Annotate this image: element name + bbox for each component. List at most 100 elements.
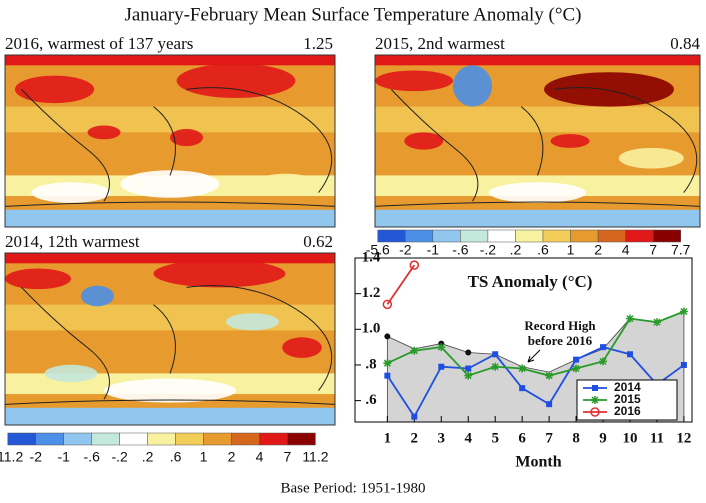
- point: [519, 385, 526, 392]
- colorbar-swatch: [63, 432, 92, 446]
- point: [599, 357, 608, 366]
- x-tick-label: 3: [438, 430, 446, 446]
- colorbar-label: -.6: [84, 449, 101, 465]
- colorbar-label: 7: [649, 242, 657, 258]
- colorbar-label: -5.6: [366, 242, 390, 258]
- colorbar-label: .2: [510, 242, 522, 258]
- map-anomaly: [488, 182, 587, 203]
- record-high-point: [465, 349, 472, 356]
- map-polar: [375, 55, 700, 66]
- point: [409, 260, 420, 270]
- point: [465, 365, 472, 372]
- colorbar-swatch: [147, 432, 176, 446]
- point: [382, 299, 393, 310]
- map-polar: [375, 209, 700, 227]
- map-anomaly: [104, 378, 236, 403]
- point: [625, 314, 634, 323]
- x-tick-label: 12: [676, 430, 691, 446]
- colorbar-swatch: [570, 229, 599, 243]
- series-line: [386, 310, 685, 377]
- point: [383, 359, 392, 368]
- colorbar-swatch: [377, 229, 406, 243]
- point: [384, 372, 391, 379]
- map-anomaly: [544, 72, 674, 107]
- map-label: 2015, 2nd warmest: [375, 34, 505, 53]
- legend-marker: [590, 407, 600, 417]
- map-band: [5, 106, 335, 133]
- map-anomaly: [226, 313, 279, 331]
- map-anomaly: [170, 128, 203, 147]
- map-anomaly: [14, 75, 95, 104]
- point: [600, 344, 607, 351]
- annotation: before 2016: [528, 333, 593, 348]
- point: [491, 362, 500, 371]
- colorbar-swatch: [405, 229, 434, 243]
- colorbar-swatch: [203, 432, 232, 446]
- colorbar-label: .2: [142, 449, 154, 465]
- point: [464, 371, 473, 380]
- point: [546, 401, 553, 408]
- footer: Base Period: 1951-1980: [281, 480, 426, 496]
- colorbar-label: 2: [594, 242, 602, 258]
- x-tick-label: 2: [411, 430, 419, 446]
- map-anomaly: [5, 268, 71, 290]
- y-tick-label: 1.4: [362, 249, 381, 265]
- coastline: [4, 285, 336, 405]
- record-high-point: [384, 333, 391, 340]
- point: [545, 371, 554, 380]
- colorbar-swatch: [35, 432, 64, 446]
- map-band: [375, 106, 700, 133]
- series-line: [386, 264, 416, 305]
- map-anomaly: [176, 63, 296, 98]
- colorbar-swatch: [432, 229, 461, 243]
- colorbar-label: -1: [58, 449, 71, 465]
- map-anomaly: [80, 285, 114, 307]
- legend-label: 2015: [614, 392, 641, 406]
- point: [626, 351, 633, 358]
- colorbar-label: -.6: [452, 242, 469, 258]
- point: [411, 413, 418, 420]
- colorbar-swatch: [91, 432, 120, 446]
- legend-marker: [592, 385, 598, 391]
- legend-label: 2016: [614, 404, 641, 418]
- colorbar-label: .6: [537, 242, 549, 258]
- map-polar: [5, 407, 335, 425]
- colorbar-label: -1: [427, 242, 440, 258]
- map-anomaly: [87, 125, 121, 140]
- annotation: Record High: [524, 318, 596, 333]
- colorbar-swatch: [487, 229, 516, 243]
- point: [492, 351, 499, 358]
- colorbar-swatch: [460, 229, 489, 243]
- map-value: 0.84: [670, 34, 700, 53]
- x-tick-label: 4: [464, 430, 472, 446]
- point: [573, 356, 580, 363]
- map-value: 0.62: [303, 232, 333, 251]
- map-label: 2016, warmest of 137 years: [5, 34, 193, 53]
- chart-title: TS Anomaly (°C): [468, 272, 593, 291]
- colorbar-label: 7: [284, 449, 292, 465]
- map-label: 2014, 12th warmest: [5, 232, 140, 251]
- colorbar-label: -.2: [111, 449, 128, 465]
- map-band: [5, 304, 335, 331]
- x-tick-label: 1: [384, 430, 392, 446]
- point: [438, 363, 445, 370]
- colorbar-swatch: [625, 229, 654, 243]
- map-polar: [5, 209, 335, 227]
- colorbar-label: 2: [228, 449, 236, 465]
- legend-label: 2014: [614, 380, 641, 394]
- x-tick-label: 5: [491, 430, 499, 446]
- colorbar-swatch: [259, 432, 288, 446]
- colorbar-swatch: [597, 229, 626, 243]
- colorbar-swatch: [652, 229, 681, 243]
- point: [410, 346, 419, 355]
- point: [680, 361, 687, 368]
- x-tick-label: 6: [518, 430, 526, 446]
- title: January-February Mean Surface Temperatur…: [124, 4, 581, 25]
- map-anomaly: [153, 259, 286, 288]
- map-anomaly: [404, 132, 444, 150]
- colorbar-label: 11.2: [302, 449, 328, 465]
- y-tick-label: 1.0: [362, 321, 381, 337]
- colorbar-swatch: [175, 432, 204, 446]
